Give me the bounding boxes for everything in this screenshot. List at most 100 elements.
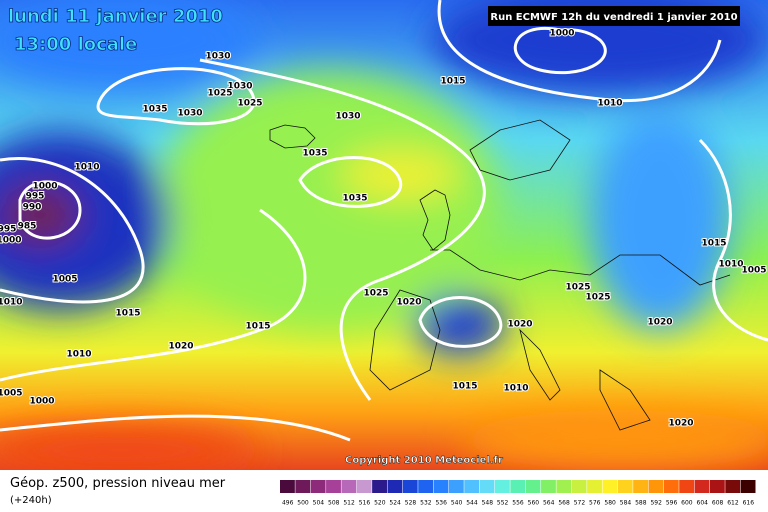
legend-swatch xyxy=(587,480,602,493)
legend-label: 516 xyxy=(359,500,371,507)
legend-label: 568 xyxy=(558,500,570,507)
legend-label: 524 xyxy=(389,500,401,507)
time: 13:00 locale xyxy=(14,34,137,55)
legend-swatch xyxy=(709,480,725,493)
legend-label: 580 xyxy=(604,500,616,507)
isobar-label: 1015 xyxy=(452,382,477,392)
isobar-label: 1030 xyxy=(227,82,252,92)
legend-swatch xyxy=(280,480,295,493)
legend-swatch xyxy=(556,480,572,493)
footer-title: Géop. z500, pression niveau mer xyxy=(10,476,226,491)
legend-label: 584 xyxy=(620,500,632,507)
legend-swatch xyxy=(525,480,541,493)
legend-label: 560 xyxy=(528,500,540,507)
isobar-label: 1015 xyxy=(440,77,465,87)
isobar-label: 1010 xyxy=(66,350,91,360)
isobar-label: 1020 xyxy=(668,419,693,429)
isobar-label: 1025 xyxy=(363,289,388,299)
legend-label: 500 xyxy=(297,500,309,507)
legend-label: 508 xyxy=(328,500,340,507)
legend-label: 548 xyxy=(482,500,494,507)
legend-swatch xyxy=(372,480,387,493)
legend-swatch xyxy=(617,480,633,493)
isobar-label: 1015 xyxy=(245,322,270,332)
isobar-label: 1000 xyxy=(32,182,57,192)
isobar-label: 1000 xyxy=(29,397,54,407)
isobar-label: 1010 xyxy=(503,384,528,394)
isobar-label: 1015 xyxy=(701,239,726,249)
legend-label: 496 xyxy=(282,500,294,507)
run-info: Run ECMWF 12h du vendredi 1 janvier 2010 xyxy=(490,12,737,23)
copyright: Copyright 2010 Meteociel.fr xyxy=(345,455,503,466)
isobars xyxy=(0,0,768,440)
legend-swatch xyxy=(648,480,664,493)
color-legend: 496 500 504 508 512 516 520 524 528 532 536 540 544 5… xyxy=(280,480,756,507)
legend-label: 540 xyxy=(451,500,463,507)
isobar-label: 1000 xyxy=(549,29,574,39)
isobar-label: 1025 xyxy=(565,283,590,293)
legend-swatch xyxy=(387,480,403,493)
isobar-label: 995 xyxy=(26,192,45,202)
isobar-label: 1010 xyxy=(0,298,23,308)
isobar-label: 1005 xyxy=(0,389,23,399)
legend-swatch xyxy=(295,480,311,493)
footer-lead: (+240h) xyxy=(10,495,52,506)
legend-swatch xyxy=(571,480,587,493)
legend-swatch xyxy=(740,480,756,493)
legend-swatch xyxy=(602,480,618,493)
field xyxy=(0,0,768,475)
isobar-label: 1030 xyxy=(177,109,202,119)
isobar-label: 1020 xyxy=(507,320,532,330)
coastlines xyxy=(269,119,731,431)
legend-label: 592 xyxy=(650,500,662,507)
isobar-label: 1020 xyxy=(647,318,672,328)
isobar-label: 1035 xyxy=(142,105,167,115)
legend-swatch xyxy=(479,480,495,493)
isobar-label: 1010 xyxy=(597,99,622,109)
legend-label: 520 xyxy=(374,500,386,507)
legend-swatch xyxy=(310,480,326,493)
legend-swatch xyxy=(341,480,357,493)
legend-label: 616 xyxy=(743,500,755,507)
legend-label: 544 xyxy=(466,500,478,507)
legend-swatch xyxy=(418,480,434,493)
legend-swatch xyxy=(725,480,741,493)
isobar-label: 985 xyxy=(18,222,37,232)
legend-label: 588 xyxy=(635,500,647,507)
legend-swatch xyxy=(663,480,679,493)
isobar-label: 1010 xyxy=(74,163,99,173)
isobar-label: 1025 xyxy=(585,293,610,303)
isobar-label: 1005 xyxy=(52,275,77,285)
legend-label: 512 xyxy=(343,500,355,507)
legend-label: 536 xyxy=(435,500,447,507)
isobar-label: 1035 xyxy=(342,194,367,204)
isobar-label: 990 xyxy=(23,203,42,213)
legend-swatch xyxy=(402,480,418,493)
legend-swatch xyxy=(694,480,710,493)
legend-label: 532 xyxy=(420,500,432,507)
legend-label: 596 xyxy=(666,500,678,507)
isobar-label: 1030 xyxy=(335,112,360,122)
isobar-label: 1010 xyxy=(718,260,743,270)
legend-swatch xyxy=(326,480,341,493)
legend-label: 528 xyxy=(405,500,417,507)
legend-label: 612 xyxy=(727,500,739,507)
legend-swatch xyxy=(510,480,526,493)
isobar-label: 995 xyxy=(0,225,16,235)
isobar-label: 1000 xyxy=(0,236,22,246)
isobar-label: 1015 xyxy=(115,309,140,319)
legend-swatch xyxy=(356,480,372,493)
isobar-labels: 1030 1030 1025 1035 1030 1025 1030 1035 … xyxy=(0,28,768,430)
legend-label: 604 xyxy=(697,500,709,507)
legend-swatch xyxy=(494,480,510,493)
legend-swatch xyxy=(679,480,695,493)
isobar-label: 1025 xyxy=(237,99,262,109)
isobar-label: 1020 xyxy=(168,342,193,352)
legend-label: 564 xyxy=(543,500,555,507)
isobar-label: 1030 xyxy=(205,52,230,62)
legend-label: 576 xyxy=(589,500,601,507)
isobar-label: 1025 xyxy=(207,89,232,99)
legend-label: 608 xyxy=(712,500,724,507)
legend-label: 600 xyxy=(681,500,693,507)
legend-swatch xyxy=(433,480,449,493)
